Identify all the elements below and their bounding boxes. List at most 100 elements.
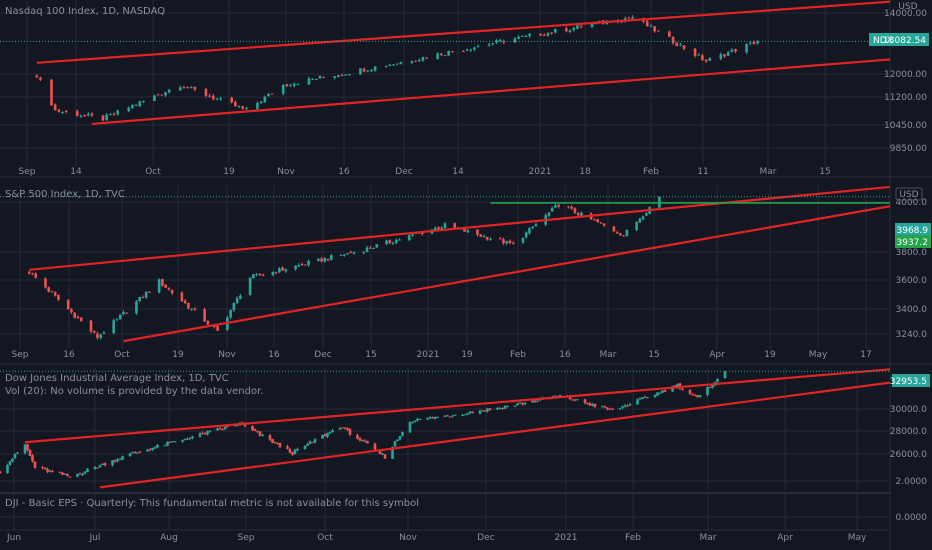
candle-body	[33, 461, 37, 468]
candle	[443, 221, 447, 230]
candle	[410, 60, 414, 65]
candle	[358, 436, 362, 442]
candle-body	[306, 443, 309, 446]
candle	[221, 428, 224, 431]
candle	[436, 416, 439, 419]
candle	[76, 315, 80, 319]
candle-body	[485, 236, 489, 240]
candle-body	[142, 100, 145, 103]
candle	[333, 75, 336, 80]
x-tick-label: 18	[579, 167, 591, 177]
candle	[101, 463, 104, 466]
candle	[428, 416, 432, 420]
candle-body	[204, 88, 208, 96]
candle	[8, 460, 12, 466]
candle-body	[572, 27, 576, 30]
x-tick-label: Oct	[114, 350, 130, 360]
candle	[256, 430, 259, 433]
candle	[468, 411, 472, 415]
spx-title: S&P 500 Index, 1D, TVC	[5, 189, 125, 200]
candle-body	[508, 240, 512, 244]
candle	[572, 26, 576, 32]
candle	[297, 263, 301, 267]
candle	[520, 35, 524, 37]
candle	[186, 437, 189, 440]
candle-body	[141, 297, 145, 299]
candle-body	[591, 404, 594, 406]
candle-body	[675, 42, 678, 46]
candle-body	[471, 411, 474, 414]
candle-body	[346, 428, 349, 430]
candle-body	[433, 227, 437, 230]
dji-badge-value: 32953.5	[890, 377, 927, 387]
candle	[50, 290, 54, 293]
candle	[656, 392, 659, 396]
candle	[164, 284, 167, 288]
candle-body	[208, 95, 211, 97]
candle-body	[571, 399, 574, 401]
candle-body	[253, 429, 257, 431]
candle	[35, 74, 39, 79]
candle-body	[636, 399, 639, 405]
candle	[53, 103, 57, 111]
candle	[313, 438, 317, 444]
candle	[189, 85, 193, 89]
candle	[168, 441, 172, 443]
candle-body	[203, 309, 206, 322]
x-tick-label: 15	[648, 350, 659, 360]
ndx-badge-value: 13082.54	[883, 36, 926, 46]
candle-body	[428, 417, 432, 419]
candle-body	[111, 460, 114, 466]
candle	[296, 83, 300, 86]
candle	[121, 455, 124, 461]
candle	[698, 394, 702, 398]
candle	[627, 16, 631, 19]
candle-body	[346, 252, 349, 255]
x-tick-label: Nov	[399, 533, 417, 543]
candle	[216, 427, 219, 431]
candle-body	[144, 291, 148, 298]
candle-body	[359, 68, 362, 75]
candle-body	[661, 390, 664, 393]
candle-body	[193, 308, 197, 310]
candle	[734, 48, 737, 54]
candle	[521, 237, 525, 244]
candle-body	[398, 436, 402, 440]
candle	[170, 289, 174, 296]
candle-body	[451, 415, 454, 417]
candle	[98, 464, 102, 468]
candle	[235, 296, 239, 304]
candle-body	[641, 216, 645, 220]
candle-body	[181, 440, 184, 442]
candle-body	[68, 476, 72, 478]
candle-body	[498, 407, 502, 409]
candle-body	[487, 44, 491, 46]
candle-body	[708, 387, 712, 389]
candle	[466, 412, 469, 416]
candle	[658, 391, 662, 394]
y-tick-label: 30000.0	[890, 405, 927, 415]
candle-body	[296, 448, 299, 451]
candle-body	[70, 309, 73, 313]
candle	[39, 76, 42, 82]
candle-body	[102, 332, 106, 334]
candle-body	[163, 445, 167, 447]
candle-body	[417, 59, 421, 62]
candle-body	[734, 48, 737, 52]
candle-body	[622, 235, 625, 237]
candle	[653, 25, 656, 33]
candle-body	[469, 49, 473, 51]
candle-body	[178, 87, 182, 91]
candle-body	[50, 79, 53, 106]
candle-body	[392, 64, 395, 66]
candle	[0, 470, 2, 474]
x-tick-label: 17	[860, 350, 871, 360]
x-tick-label: Apr	[709, 350, 725, 360]
candle-body	[550, 32, 553, 34]
candle	[411, 421, 414, 424]
candle	[142, 100, 145, 104]
candle	[314, 78, 318, 81]
candle-body	[314, 78, 318, 80]
candle	[524, 231, 528, 239]
